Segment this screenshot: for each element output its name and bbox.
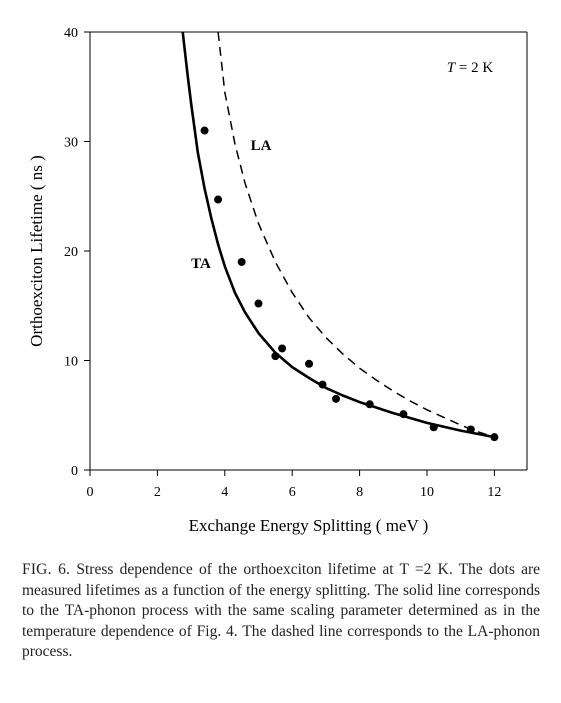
- y-tick-label: 0: [71, 464, 78, 479]
- data-point: [254, 299, 263, 308]
- x-tick-label: 2: [154, 485, 161, 500]
- data-point: [278, 344, 287, 353]
- data-point: [332, 394, 341, 403]
- figure-caption: FIG. 6. Stress dependence of the orthoex…: [22, 560, 540, 663]
- label-la: LA: [251, 138, 272, 154]
- caption-label: FIG. 6.: [22, 561, 71, 578]
- annotation-value: = 2 K: [455, 60, 493, 76]
- data-point: [490, 433, 499, 442]
- y-tick-label: 40: [64, 26, 78, 41]
- x-tick-label: 12: [487, 485, 501, 500]
- data-point: [466, 425, 475, 434]
- figure: 0 2 4 6 8 10 12 0 10 20 30 40 Exchange Energy Splitt…: [27, 26, 528, 535]
- x-tick-label: 8: [356, 485, 363, 500]
- y-tick-label: 20: [64, 245, 78, 260]
- x-tick-label: 6: [289, 485, 296, 500]
- y-tick-label: 10: [64, 355, 78, 370]
- data-point: [214, 195, 223, 204]
- data-point: [200, 126, 209, 135]
- series-ta-line: [181, 32, 495, 439]
- y-tick-label: 30: [64, 136, 78, 151]
- x-tick-label: 0: [87, 485, 94, 500]
- y-axis-label: Orthoexciton Lifetime ( ns ): [27, 155, 46, 347]
- data-point: [237, 257, 246, 266]
- annotation-symbol: T: [447, 60, 457, 76]
- data-point: [365, 400, 374, 409]
- data-point: [399, 410, 408, 419]
- chart: 0 2 4 6 8 10 12 0 10 20 30 40 Exchange Energy Splitt…: [27, 26, 528, 535]
- data-point: [429, 423, 438, 432]
- data-point: [318, 380, 327, 389]
- label-ta: TA: [191, 256, 211, 272]
- data-point: [305, 359, 314, 368]
- series-la-line: [217, 32, 495, 438]
- annotation-temperature: T = 2 K: [447, 60, 494, 76]
- data-point: [271, 352, 280, 361]
- caption-text: Stress dependence of the orthoexciton li…: [22, 561, 541, 661]
- x-tick-label: 4: [221, 485, 228, 500]
- x-tick-label: 10: [420, 485, 434, 500]
- x-axis-label: Exchange Energy Splitting ( meV ): [189, 516, 429, 535]
